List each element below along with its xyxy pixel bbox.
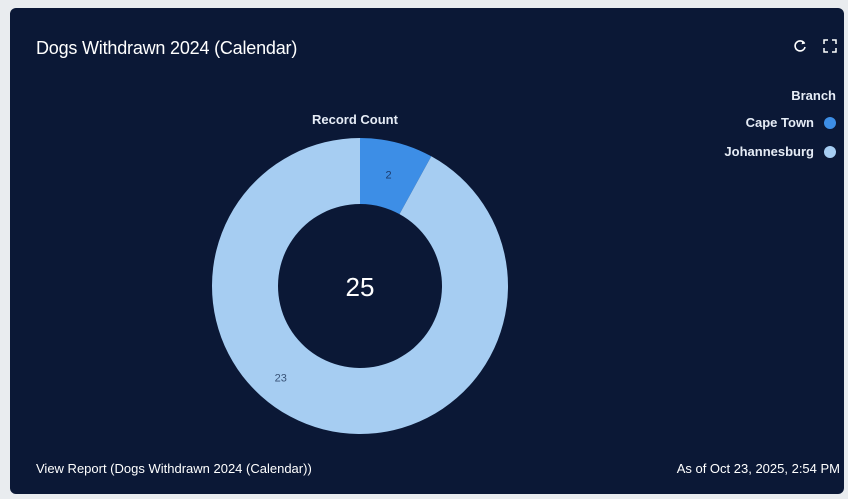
legend-item-cape-town[interactable]: Cape Town [724, 115, 836, 130]
legend-item-johannesburg[interactable]: Johannesburg [724, 144, 836, 159]
slice-johannesburg[interactable] [212, 138, 509, 434]
legend: Branch Cape Town Johannesburg [724, 88, 836, 173]
card-actions [792, 38, 838, 54]
donut-chart: 2 23 25 [212, 138, 509, 434]
legend-title: Branch [791, 88, 836, 103]
legend-dot-cape-town [824, 116, 836, 129]
refresh-icon[interactable] [792, 38, 808, 54]
data-label-cape-town: 2 [386, 170, 392, 182]
as-of-timestamp: As of Oct 23, 2025, 2:54 PM [676, 461, 840, 476]
chart-label: Record Count [312, 112, 398, 127]
data-label-johannesburg: 23 [275, 372, 287, 384]
card-title: Dogs Withdrawn 2024 (Calendar) [36, 38, 298, 58]
dashboard-card: Dogs Withdrawn 2024 (Calendar) Record Co… [10, 8, 844, 494]
legend-dot-johannesburg [824, 145, 836, 158]
view-report-link[interactable]: View Report (Dogs Withdrawn 2024 (Calend… [36, 461, 312, 476]
donut-total: 25 [346, 272, 375, 302]
expand-icon[interactable] [822, 38, 838, 54]
slice-cape-town[interactable] [360, 138, 432, 215]
